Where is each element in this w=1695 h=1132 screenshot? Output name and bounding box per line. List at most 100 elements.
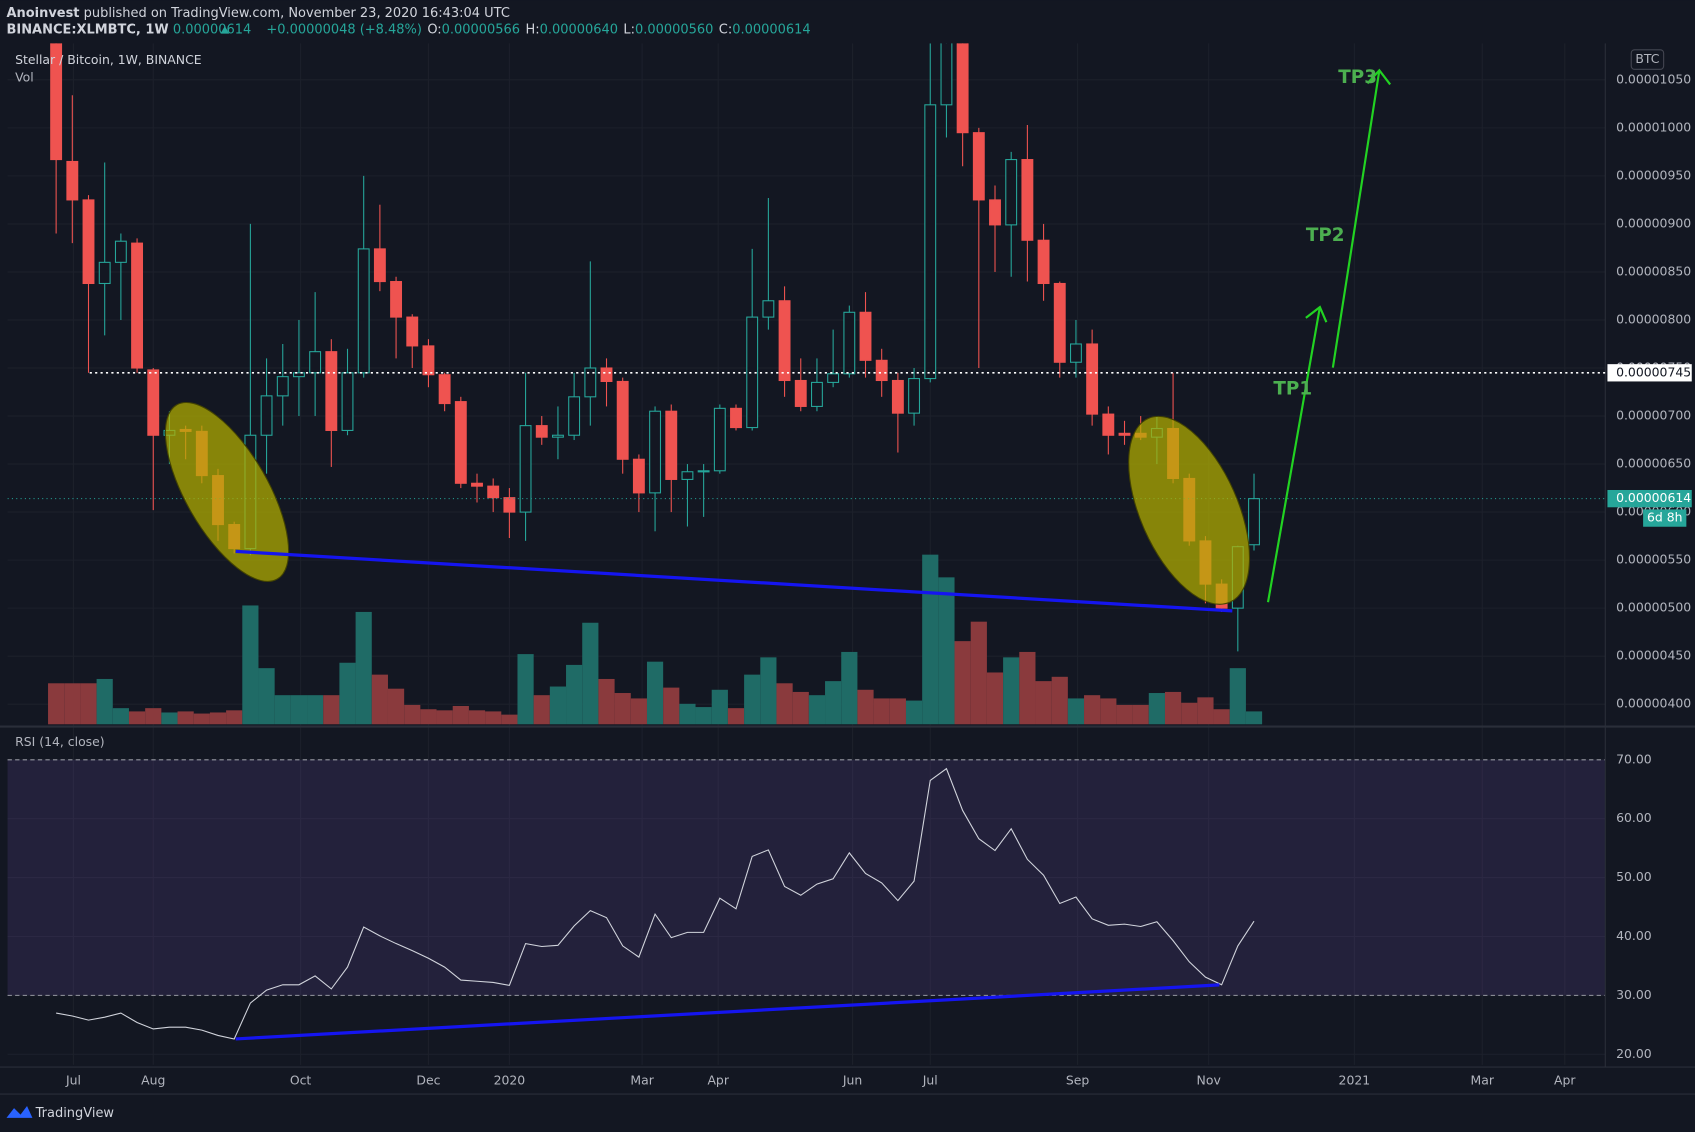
- x-tick-label: Mar: [630, 1073, 654, 1088]
- candle-body: [649, 410, 662, 494]
- volume-bar: [226, 710, 243, 725]
- volume-bar: [922, 554, 939, 725]
- drawings: TP1 TP2 TP3: [164, 67, 1392, 1041]
- candle-body: [438, 374, 451, 405]
- volume-bar: [307, 695, 324, 725]
- candle-body: [713, 407, 726, 472]
- volume-bar: [614, 693, 631, 725]
- arrow-head: [1366, 68, 1392, 86]
- candle-body: [422, 345, 435, 376]
- volume-bar: [64, 683, 81, 725]
- chart-title: Stellar / Bitcoin, 1W, BINANCE: [15, 52, 202, 67]
- y-tick-label: 0.00001000: [1616, 119, 1691, 134]
- change-arrow: [220, 26, 230, 34]
- candle-body: [82, 199, 95, 285]
- brand-logo: [6, 1105, 33, 1118]
- candle-body: [260, 395, 273, 436]
- y-tick-label: 0.00000650: [1616, 456, 1691, 471]
- candle-body: [535, 425, 548, 438]
- candle-body: [568, 396, 581, 436]
- y-tick-label: 0.00000850: [1616, 263, 1691, 278]
- volume-bar: [1132, 704, 1149, 725]
- rsi-tick-label: 60.00: [1616, 810, 1652, 825]
- brand: TradingView: [35, 1106, 115, 1121]
- candle-body: [940, 43, 953, 106]
- candle-body: [325, 351, 338, 431]
- candle-body: [778, 300, 791, 382]
- volume-bar: [808, 695, 826, 725]
- x-tick-label: 2021: [1339, 1073, 1371, 1088]
- volume-bar: [566, 664, 583, 725]
- volume-bar: [387, 688, 405, 725]
- candle-body: [50, 43, 63, 161]
- volume-bar: [986, 672, 1004, 725]
- x-tick-label: 2020: [494, 1073, 526, 1088]
- volume-bar: [193, 713, 210, 725]
- header: Anoinvest published on TradingView.com, …: [6, 6, 1665, 1121]
- volume-bar: [290, 695, 308, 725]
- y-tick-label: 0.00000900: [1616, 215, 1691, 230]
- candle-body: [891, 379, 904, 414]
- candle-body: [487, 485, 500, 499]
- ohlc-value: 0.00000566: [442, 22, 520, 37]
- candle-body: [794, 379, 807, 407]
- candle-body: [1118, 432, 1131, 436]
- level-box: [1607, 364, 1692, 382]
- candle-body: [98, 261, 111, 285]
- x-tick-label: Nov: [1197, 1073, 1221, 1088]
- volume-bar: [501, 714, 518, 725]
- candle-body: [632, 458, 645, 494]
- volume-bar: [954, 641, 971, 725]
- candle-body: [600, 367, 613, 382]
- volume-bar: [776, 683, 793, 725]
- x-tick-label: Oct: [290, 1073, 312, 1088]
- volume-bar: [663, 687, 680, 725]
- volume-bar: [339, 662, 356, 725]
- rsi-band: [7, 759, 1606, 996]
- highlight-ellipse: [1128, 415, 1251, 605]
- candle-body: [746, 316, 759, 429]
- publish-line: Anoinvest published on TradingView.com, …: [6, 6, 509, 21]
- volume-bar: [711, 689, 728, 725]
- volume-bar: [485, 711, 502, 725]
- ohlc-key: C:: [719, 22, 732, 37]
- volume-label: Vol: [15, 69, 34, 84]
- volume-bar: [517, 654, 534, 725]
- candle-body: [292, 372, 305, 378]
- volume-bar: [96, 678, 113, 725]
- volume-bar: [1213, 709, 1230, 725]
- volume-bar: [258, 668, 275, 725]
- volume-bar: [970, 621, 987, 725]
- volume-bar: [533, 695, 550, 725]
- candle-body: [681, 471, 694, 480]
- currency-box: [1630, 49, 1665, 70]
- volume-bar: [1084, 695, 1101, 725]
- candle-body: [972, 132, 985, 201]
- candle-body: [1069, 343, 1082, 363]
- annotation: TP2: [1306, 225, 1345, 246]
- x-tick-label: Jun: [842, 1073, 862, 1088]
- rsi-tick-label: 70.00: [1616, 751, 1652, 766]
- candle-body: [859, 311, 872, 361]
- volume-bar: [695, 707, 712, 725]
- volume-bar: [1197, 697, 1214, 725]
- panes: [0, 43, 1695, 1095]
- volume-bar: [404, 704, 421, 725]
- candle-body: [341, 372, 354, 431]
- candle-body: [1053, 282, 1066, 363]
- volume-bar: [161, 712, 178, 725]
- candle-body: [373, 248, 386, 283]
- candle-body: [956, 43, 969, 134]
- volume-bar: [1051, 676, 1068, 725]
- rsi-title: RSI (14, close): [15, 734, 105, 749]
- volume-bar: [323, 695, 340, 725]
- volume-bar: [857, 689, 874, 725]
- volume-bar: [48, 683, 65, 725]
- change: +0.00000048 (+8.48%): [266, 22, 422, 37]
- volume-bar: [242, 605, 259, 725]
- y-tick-label: 0.00000950: [1616, 167, 1691, 182]
- volume-bar: [1148, 693, 1165, 725]
- x-tick-label: Apr: [1554, 1073, 1576, 1088]
- rsi-pane: [56, 767, 1255, 1040]
- price-pane: [7, 43, 1606, 725]
